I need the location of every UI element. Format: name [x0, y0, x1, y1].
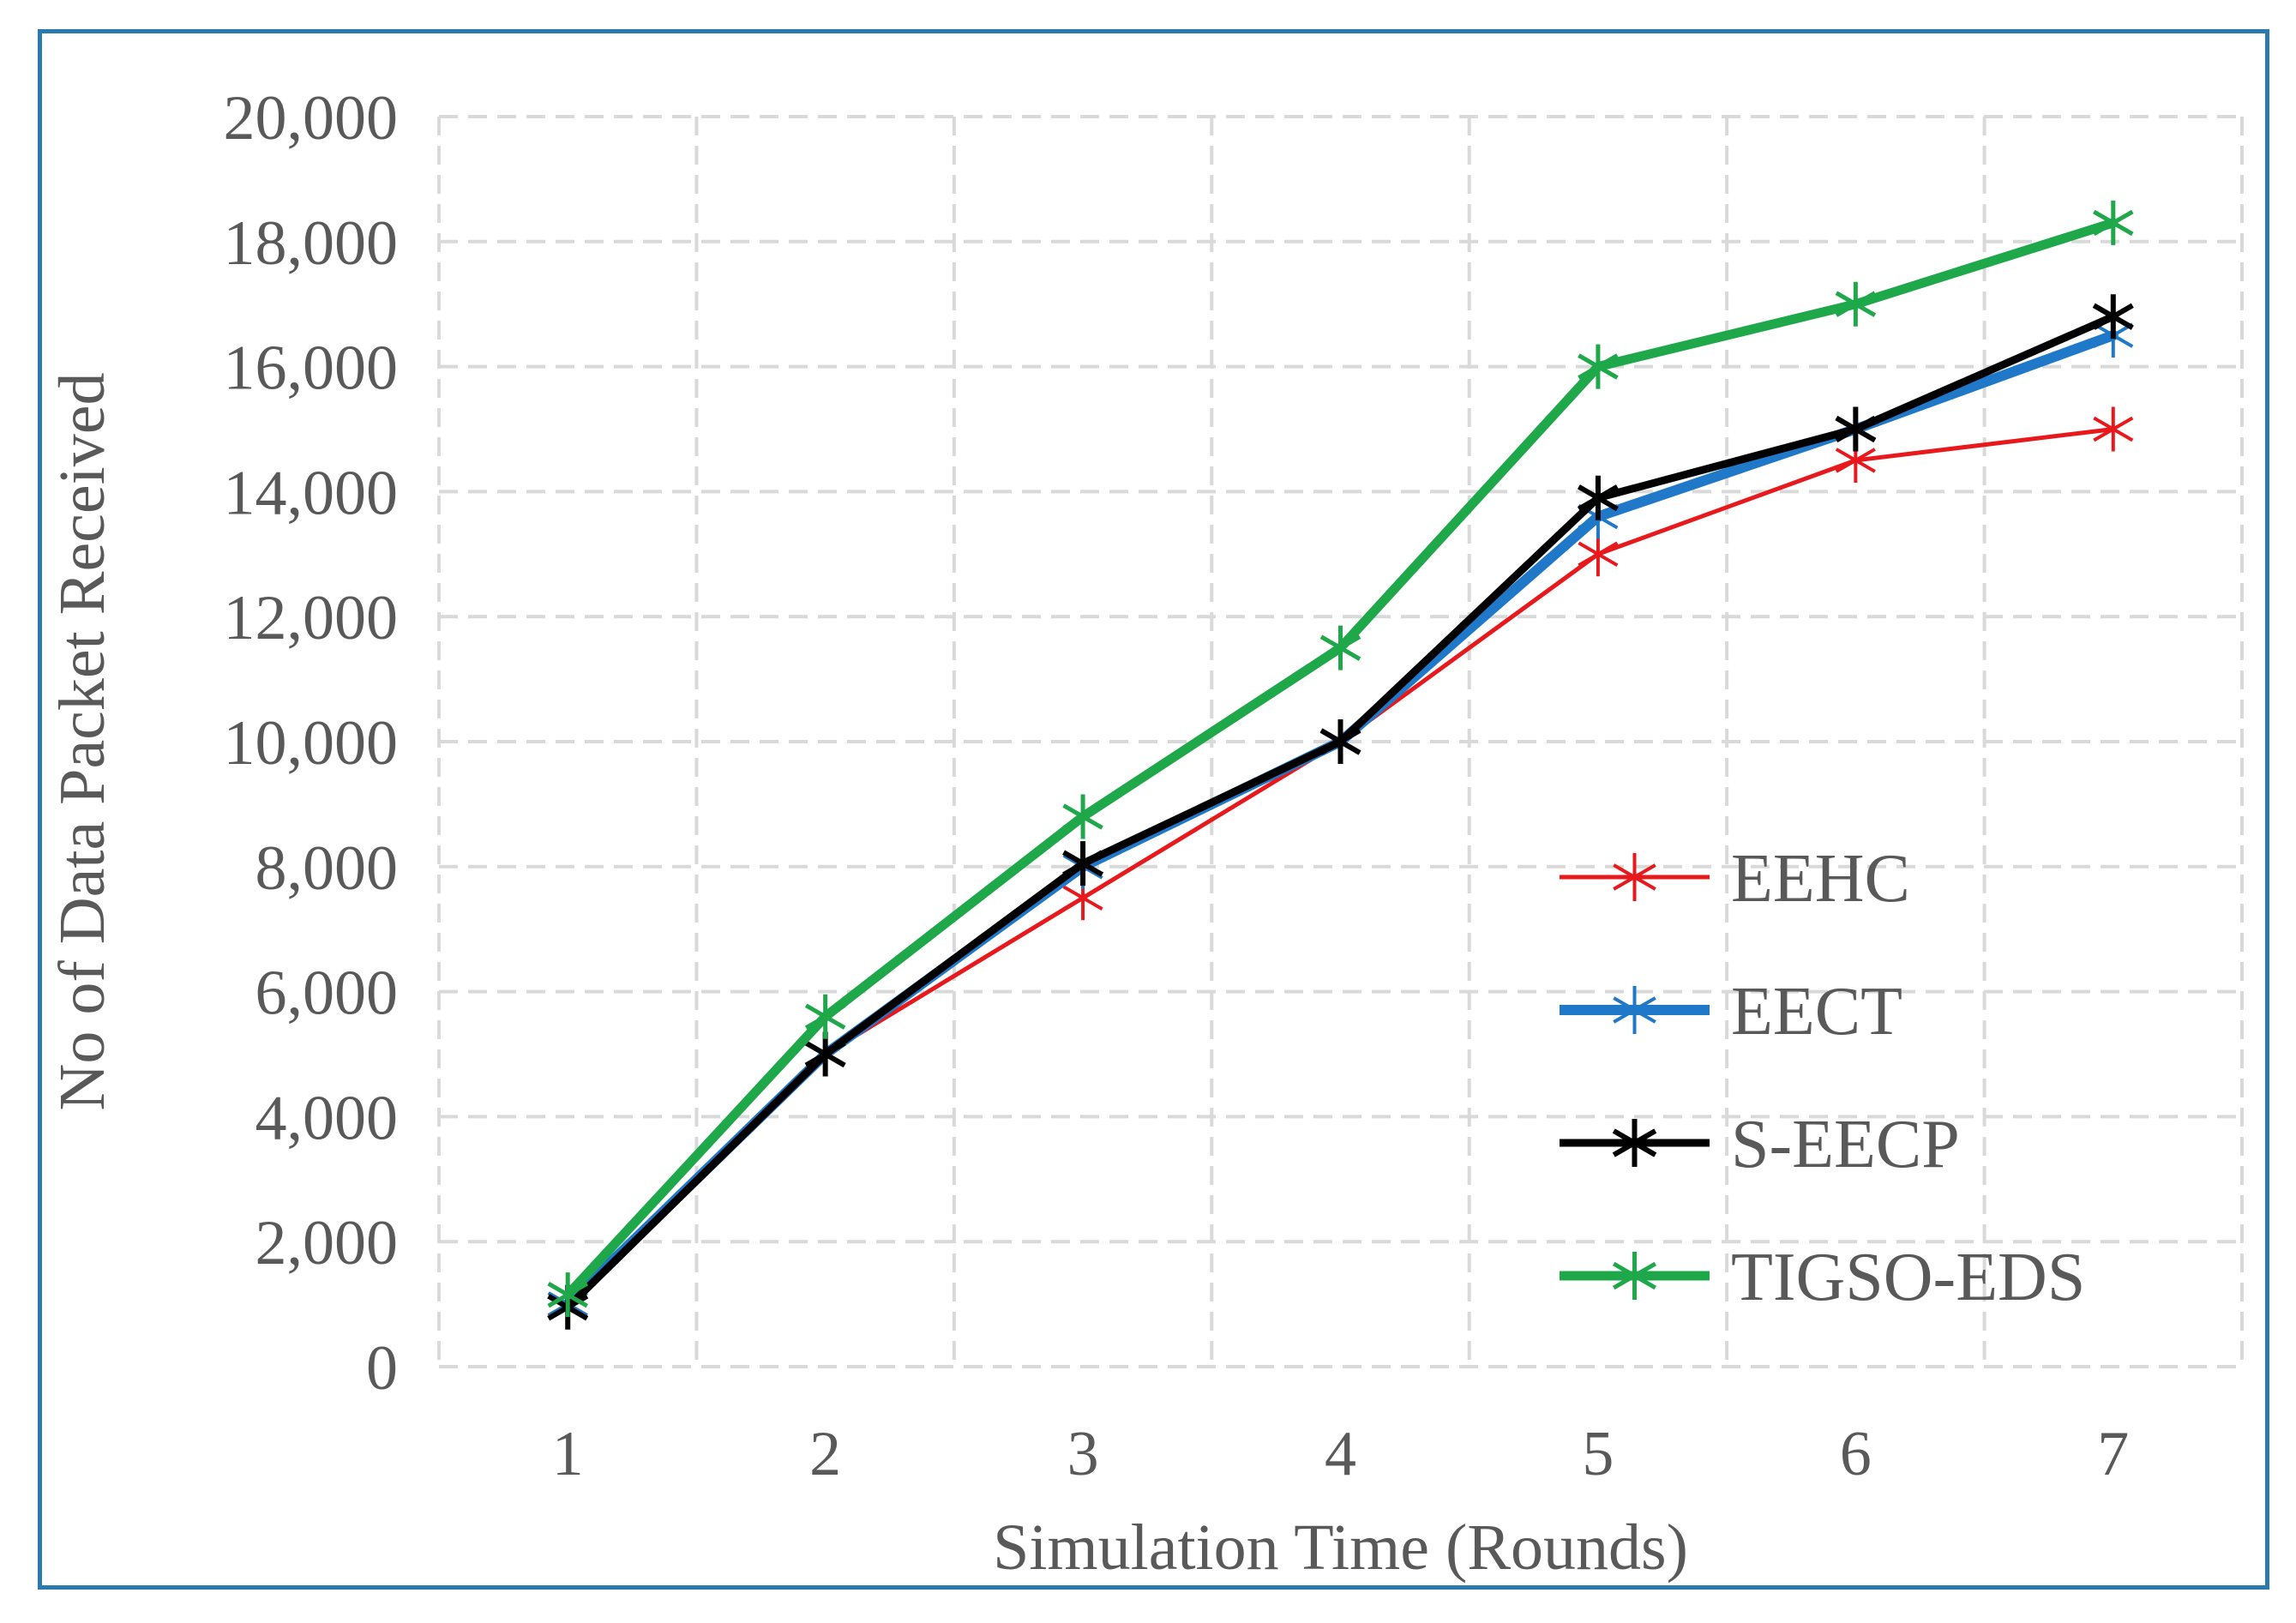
y-tick-label: 8,000 [255, 833, 399, 904]
legend-label: S-EECP [1731, 1107, 1960, 1182]
legend-label: EECT [1731, 974, 1902, 1049]
data-point-s-eecp [1062, 841, 1104, 887]
x-axis-title: Simulation Time (Rounds) [993, 1512, 1688, 1584]
x-tick-label: 3 [1067, 1419, 1099, 1489]
data-point-tigso-eds [804, 994, 846, 1039]
y-tick-label: 20,000 [224, 83, 399, 153]
data-point-s-eecp [1835, 406, 1877, 452]
data-point-tigso-eds [1835, 281, 1877, 327]
data-point-s-eecp [2092, 294, 2134, 340]
y-tick-label: 18,000 [224, 208, 399, 279]
y-tick-label: 4,000 [255, 1083, 399, 1153]
y-tick-label: 12,000 [224, 583, 399, 653]
data-point-tigso-eds [2093, 200, 2134, 245]
y-tick-label: 6,000 [255, 959, 399, 1029]
data-point-eehc [2093, 406, 2134, 452]
legend-item-eehc: EEHC [1560, 841, 1910, 917]
legend-item-tigso-eds: TIGSO-EDS [1560, 1240, 2085, 1315]
data-point-tigso-eds [1578, 344, 1619, 389]
data-point-eehc [1578, 532, 1619, 577]
y-axis-ticks: 0 2,000 4,000 6,000 8,000 10,000 12,000 14,000 1… [224, 83, 399, 1404]
x-tick-label: 5 [1582, 1419, 1614, 1489]
series-tigso-eds [547, 200, 2134, 1318]
data-point-s-eecp [1577, 475, 1619, 520]
data-point-tigso-eds [1062, 794, 1103, 839]
x-axis-ticks: 1 2 3 4 5 6 7 [552, 1419, 2130, 1489]
y-tick-label: 0 [366, 1333, 398, 1404]
y-axis-title: No of Data Packet Received [46, 373, 118, 1111]
legend-label: EEHC [1731, 841, 1910, 917]
y-tick-label: 10,000 [224, 708, 399, 778]
legend-marker [1613, 1252, 1656, 1300]
legend-marker [1613, 986, 1656, 1034]
legend-label: TIGSO-EDS [1731, 1240, 2085, 1315]
y-tick-label: 16,000 [224, 334, 399, 404]
y-tick-label: 2,000 [255, 1208, 399, 1278]
legend-item-s-eecp: S-EECP [1560, 1107, 1960, 1182]
x-tick-label: 7 [2097, 1419, 2129, 1489]
data-point-s-eecp [804, 1031, 846, 1077]
legend-marker [1613, 853, 1656, 901]
grid [437, 115, 2244, 1368]
x-tick-label: 1 [552, 1419, 584, 1489]
legend: EEHC EECT S-EECP TIGSO-EDS [1560, 841, 2085, 1315]
legend-item-eect: EECT [1560, 974, 1902, 1049]
data-point-tigso-eds [547, 1272, 588, 1318]
x-tick-label: 2 [809, 1419, 841, 1489]
line-chart: 0 2,000 4,000 6,000 8,000 10,000 12,000 14,000 1… [46, 83, 2244, 1584]
y-tick-label: 14,000 [224, 458, 399, 528]
series-lines [547, 200, 2134, 1330]
x-tick-label: 4 [1325, 1419, 1356, 1489]
data-point-tigso-eds [1319, 625, 1361, 670]
x-tick-label: 6 [1840, 1419, 1872, 1489]
legend-marker [1612, 1119, 1657, 1167]
chart-frame: 0 2,000 4,000 6,000 8,000 10,000 12,000 14,000 1… [38, 29, 2269, 1590]
data-point-s-eecp [1319, 719, 1361, 764]
